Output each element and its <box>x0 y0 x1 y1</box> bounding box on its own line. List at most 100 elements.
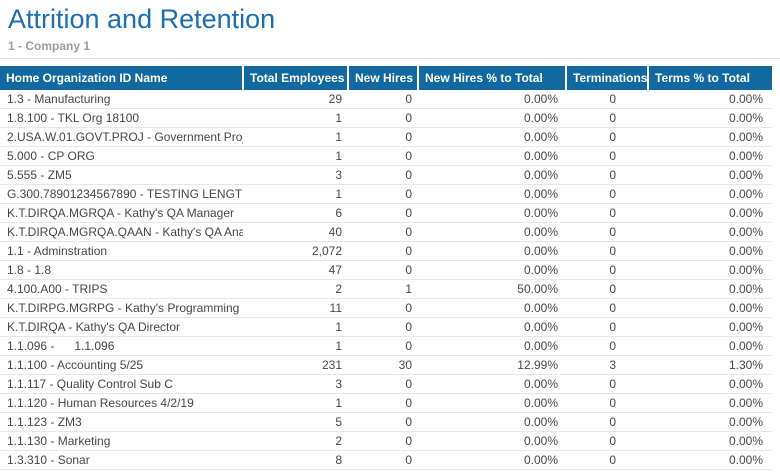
table-body: 1.3 - Manufacturing 29 0 0.00% 0 0.00% 1.8.100… <box>0 90 772 470</box>
new-hires-cell: 0 <box>348 241 418 261</box>
org-name-cell: 1.1.117 - Quality Control Sub C <box>0 374 243 394</box>
terminations-cell: 3 <box>566 355 648 375</box>
terms-pct-cell: 1.30% <box>648 355 772 375</box>
table-row: K.T.DIRQA.MGRQA.QAAN - Kathy's QA Analys… <box>0 222 772 242</box>
terminations-cell: 0 <box>566 431 648 451</box>
new-hires-cell: 0 <box>348 336 418 356</box>
terminations-cell: 0 <box>566 450 648 470</box>
total-employees-cell: 3 <box>243 374 348 394</box>
total-employees-cell: 1 <box>243 127 348 147</box>
new-hires-cell: 1 <box>348 279 418 299</box>
new-hires-pct-cell: 50.00% <box>418 279 566 299</box>
new-hires-cell: 0 <box>348 203 418 223</box>
new-hires-cell: 0 <box>348 450 418 470</box>
column-header-terminations[interactable]: Terminations <box>565 66 648 90</box>
table-row: K.T.DIRPG.MGRPG - Kathy's Programming Mg… <box>0 298 772 318</box>
total-employees-cell: 8 <box>243 450 348 470</box>
total-employees-cell: 2 <box>243 431 348 451</box>
total-employees-cell: 1 <box>243 393 348 413</box>
org-name-cell: K.T.DIRQA - Kathy's QA Director <box>0 317 243 337</box>
new-hires-pct-cell: 0.00% <box>418 90 566 109</box>
column-header-terms-pct-to-total[interactable]: Terms % to Total <box>647 66 772 90</box>
new-hires-pct-cell: 12.99% <box>418 355 566 375</box>
column-header-home-organization-id-name[interactable]: Home Organization ID Name <box>0 66 243 90</box>
terms-pct-cell: 0.00% <box>648 90 772 109</box>
terms-pct-cell: 0.00% <box>648 184 772 204</box>
terms-pct-cell: 0.00% <box>648 260 772 280</box>
column-header-total-employees[interactable]: Total Employees <box>242 66 348 90</box>
table-row: 1.1.100 - Accounting 5/25 231 30 12.99% 3 1.3… <box>0 355 772 375</box>
table-row: 1.8.100 - TKL Org 18100 1 0 0.00% 0 0.00% <box>0 108 772 128</box>
org-name-cell: 1.1 - Adminstration <box>0 241 243 261</box>
page-title: Attrition and Retention <box>8 4 276 34</box>
total-employees-cell: 2,072 <box>243 241 348 261</box>
new-hires-cell: 0 <box>348 431 418 451</box>
terminations-cell: 0 <box>566 203 648 223</box>
terminations-cell: 0 <box>566 279 648 299</box>
table-header-row: Home Organization ID Name Total Employee… <box>0 66 772 90</box>
table-row: K.T.DIRQA - Kathy's QA Director 1 0 0.00% 0 0… <box>0 317 772 337</box>
org-name-cell: 1.1.096 - 1.1.096 <box>0 336 243 356</box>
new-hires-cell: 0 <box>348 108 418 128</box>
new-hires-pct-cell: 0.00% <box>418 393 566 413</box>
terms-pct-cell: 0.00% <box>648 203 772 223</box>
new-hires-cell: 0 <box>348 90 418 109</box>
org-name-cell: 2.USA.W.01.GOVT.PROJ - Government Projec… <box>0 127 243 147</box>
table-row: 1.8 - 1.8 47 0 0.00% 0 0.00% <box>0 260 772 280</box>
new-hires-cell: 0 <box>348 184 418 204</box>
org-name-cell: G.300.78901234567890 - TESTING LENGTHS <box>0 184 243 204</box>
terminations-cell: 0 <box>566 108 648 128</box>
new-hires-cell: 0 <box>348 298 418 318</box>
new-hires-pct-cell: 0.00% <box>418 260 566 280</box>
new-hires-pct-cell: 0.00% <box>418 184 566 204</box>
terminations-cell: 0 <box>566 146 648 166</box>
table-row: 2.USA.W.01.GOVT.PROJ - Government Projec… <box>0 127 772 147</box>
org-name-cell: 4.100.A00 - TRIPS <box>0 279 243 299</box>
table-row: K.T.DIRQA.MGRQA - Kathy's QA Manager 6 0 0.… <box>0 203 772 223</box>
terms-pct-cell: 0.00% <box>648 222 772 242</box>
header-divider <box>0 58 780 59</box>
terminations-cell: 0 <box>566 412 648 432</box>
org-name-cell: 1.3.310 - Sonar <box>0 450 243 470</box>
terminations-cell: 0 <box>566 90 648 109</box>
table-row: 1.3.310 - Sonar 8 0 0.00% 0 0.00% <box>0 450 772 470</box>
new-hires-pct-cell: 0.00% <box>418 222 566 242</box>
new-hires-pct-cell: 0.00% <box>418 108 566 128</box>
table-row: 1.1.117 - Quality Control Sub C 3 0 0.00% 0 0… <box>0 374 772 394</box>
terminations-cell: 0 <box>566 298 648 318</box>
terminations-cell: 0 <box>566 165 648 185</box>
terms-pct-cell: 0.00% <box>648 279 772 299</box>
terminations-cell: 0 <box>566 184 648 204</box>
new-hires-pct-cell: 0.00% <box>418 146 566 166</box>
terminations-cell: 0 <box>566 260 648 280</box>
new-hires-cell: 0 <box>348 393 418 413</box>
terms-pct-cell: 0.00% <box>648 317 772 337</box>
terminations-cell: 0 <box>566 317 648 337</box>
terms-pct-cell: 0.00% <box>648 393 772 413</box>
terminations-cell: 0 <box>566 336 648 356</box>
terms-pct-cell: 0.00% <box>648 450 772 470</box>
new-hires-cell: 0 <box>348 165 418 185</box>
terms-pct-cell: 0.00% <box>648 165 772 185</box>
table-row: 1.1 - Adminstration 2,072 0 0.00% 0 0.00% <box>0 241 772 261</box>
total-employees-cell: 2 <box>243 279 348 299</box>
total-employees-cell: 11 <box>243 298 348 318</box>
terminations-cell: 0 <box>566 374 648 394</box>
new-hires-pct-cell: 0.00% <box>418 431 566 451</box>
terms-pct-cell: 0.00% <box>648 241 772 261</box>
new-hires-cell: 0 <box>348 412 418 432</box>
column-header-new-hires[interactable]: New Hires <box>347 66 418 90</box>
new-hires-cell: 0 <box>348 222 418 242</box>
column-header-new-hires-pct-to-total[interactable]: New Hires % to Total <box>417 66 566 90</box>
org-name-cell: 1.1.123 - ZM3 <box>0 412 243 432</box>
org-name-cell: 1.1.130 - Marketing <box>0 431 243 451</box>
new-hires-pct-cell: 0.00% <box>418 241 566 261</box>
table-row: 5.000 - CP ORG 1 0 0.00% 0 0.00% <box>0 146 772 166</box>
terms-pct-cell: 0.00% <box>648 336 772 356</box>
new-hires-cell: 0 <box>348 146 418 166</box>
table-row: 1.1.123 - ZM3 5 0 0.00% 0 0.00% <box>0 412 772 432</box>
org-name-cell: 5.555 - ZM5 <box>0 165 243 185</box>
org-name-cell: K.T.DIRQA.MGRQA.QAAN - Kathy's QA Analys… <box>0 222 243 242</box>
new-hires-pct-cell: 0.00% <box>418 317 566 337</box>
new-hires-pct-cell: 0.00% <box>418 374 566 394</box>
